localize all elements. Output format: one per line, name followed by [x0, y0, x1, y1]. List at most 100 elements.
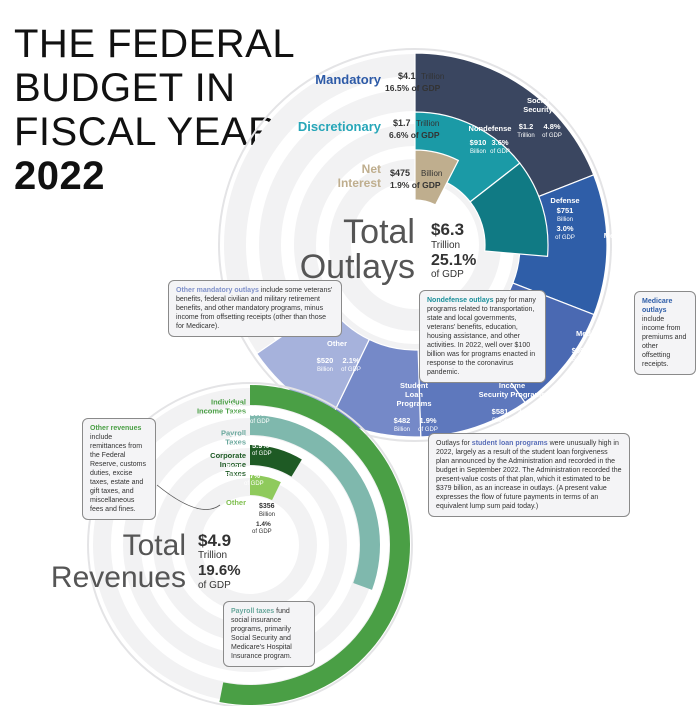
label-outlay-medicaid: Medicaid	[576, 329, 609, 338]
pctunit-outlay-defense: of GDP	[555, 235, 575, 241]
label-revenue-individual-income-taxes: Income Taxes	[197, 407, 246, 416]
pctunit-revenue-other: of GDP	[252, 529, 272, 535]
note-payroll-title: Payroll taxes	[231, 608, 275, 615]
note-student-loan-title: student loan programs	[471, 440, 548, 447]
note-other-revenues-body: include remittances from the Federal Res…	[90, 434, 147, 513]
pctunit-outlay-student-loan-programs: of GDP	[418, 427, 438, 433]
amount-outlay-other: $520	[317, 356, 334, 365]
note-student-loan: Outlays for student loan programs were u…	[428, 433, 630, 517]
label-outlay-medicare: Medicare	[604, 231, 637, 240]
amount-outlay-medicaid: $592	[572, 346, 589, 355]
pct-revenue-individual: 10.5%	[250, 409, 272, 418]
revenues-center-word1: Total	[123, 529, 186, 562]
note-other-revenues-title: Other revenues	[90, 425, 142, 432]
revenues-outer-ring	[87, 382, 413, 706]
title-line-2: BUDGET IN	[14, 66, 236, 110]
title-line-1: THE FEDERAL	[14, 22, 296, 66]
label-outlay-other: Other	[327, 339, 347, 348]
outlays-center-unit: Trillion	[431, 240, 460, 251]
legend-net-interest-name: Interest	[338, 176, 381, 190]
page-title: THE FEDERAL BUDGET IN FISCAL YEAR 2022	[14, 22, 295, 198]
bar-revenue-corporate-income-taxes	[250, 445, 302, 477]
legend-discretionary-name: Discretionary	[298, 119, 382, 134]
pct-revenue-payroll: 5.9%	[252, 441, 269, 450]
outlays-center-pct-unit: of GDP	[431, 269, 464, 280]
revenues-center-amount: $4.9	[198, 531, 231, 550]
pct-revenue-other: 1.4%	[256, 521, 271, 528]
unit-outlay-medicare: Billion	[612, 259, 628, 265]
revenues-center-pct-unit: of GDP	[198, 580, 231, 591]
legend-net-interest-pct: 1.9% of GDP	[390, 180, 441, 190]
unit-outlay-income-security-programs: Billion	[492, 418, 508, 424]
pct-revenue-corporate: 1.7%	[244, 473, 261, 480]
pctunit-outlay-medicaid: of GDP	[596, 357, 616, 363]
note-nondefense-body: pay for many programs related to transpo…	[427, 297, 536, 376]
pct-outlay-student-loan-programs: 1.9%	[419, 416, 436, 425]
unit-outlay-nondefense: Billion	[470, 149, 486, 155]
pctunit-outlay-other: of GDP	[341, 367, 361, 373]
note-other-mandatory: Other mandatory outlays include some vet…	[168, 280, 342, 337]
amount-outlay-social-security: $1.2	[519, 122, 534, 131]
pctunit-revenue-corporate: of GDP	[244, 481, 264, 487]
unit-outlay-defense: Billion	[557, 217, 573, 223]
amount-revenue-corporate: $425	[226, 462, 243, 471]
revenues-center-unit: Trillion	[198, 550, 227, 561]
bar-outlay-defense	[469, 162, 549, 258]
legend-mandatory-name: Mandatory	[315, 72, 382, 87]
outlays-center-amount: $6.3	[431, 220, 464, 239]
label-revenue-individual-income-taxes: Individual	[211, 398, 246, 407]
amount-outlay-income-security-programs: $581	[492, 407, 509, 416]
amount-outlay-nondefense: $910	[470, 138, 487, 147]
outlays-center-word1: Total	[343, 213, 415, 251]
label-outlay-student-loan-programs: Programs	[396, 399, 431, 408]
label-revenue-payroll-taxes: Payroll	[221, 429, 246, 438]
label-outlay-social-security: Social	[527, 96, 549, 105]
pctunit-outlay-medicare: of GDP	[610, 277, 630, 283]
note-student-loan-pre: Outlays for	[436, 440, 472, 447]
title-line-3: FISCAL YEAR	[14, 110, 278, 154]
label-outlay-income-security-programs: Income	[499, 381, 525, 390]
outlays-outer-ring	[218, 48, 612, 442]
label-revenue-payroll-taxes: Taxes	[225, 438, 246, 447]
unit-revenue-corporate: Billion	[226, 473, 242, 479]
amount-revenue-other: $356	[259, 503, 275, 510]
pct-outlay-social-security: 4.8%	[543, 122, 560, 131]
legend-mandatory-unit: Trillion	[421, 72, 444, 81]
revenues-center-word2: Revenues	[51, 561, 186, 594]
label-outlay-student-loan-programs: Student	[400, 381, 428, 390]
legend-mandatory-amount: $4.1	[398, 71, 416, 81]
unit-outlay-social-security: Trillion	[517, 133, 534, 139]
unit-outlay-other: Billion	[317, 367, 333, 373]
pct-outlay-medicaid: 2.4%	[597, 346, 614, 355]
note-payroll: Payroll taxes fund social insurance prog…	[223, 601, 315, 667]
unit-outlay-student-loan-programs: Billion	[394, 427, 410, 433]
amount-outlay-defense: $751	[557, 206, 574, 215]
label-outlay-income-security-programs: Security Programs	[479, 390, 546, 399]
unit-revenue-individual: Trillion	[228, 412, 245, 418]
label-revenue-corporate-income-taxes: Corporate	[210, 451, 246, 460]
pct-outlay-defense: 3.0%	[556, 224, 573, 233]
note-student-loan-body: were unusually high in 2022, largely as …	[436, 440, 622, 510]
unit-revenue-payroll: Trillion	[231, 444, 248, 450]
label-revenue-corporate-income-taxes: Taxes	[225, 469, 246, 478]
bar-outlay-net-interest	[414, 149, 460, 206]
note-nondefense-title: Nondefense outlays	[427, 297, 494, 304]
legend-mandatory-pct: 16.5% of GDP	[385, 83, 441, 93]
note-payroll-body: fund social insurance programs, primaril…	[231, 608, 292, 660]
bar-revenue-payroll-taxes	[250, 415, 380, 590]
outlays-center-pct: 25.1%	[431, 252, 476, 269]
amount-revenue-payroll: $1.5	[231, 433, 246, 442]
legend-discretionary-amount: $1.7	[393, 118, 411, 128]
note-other-revenues: Other revenues include remittances from …	[82, 418, 156, 520]
title-year: 2022	[14, 154, 105, 198]
pctunit-revenue-payroll: of GDP	[252, 451, 272, 457]
note-other-mandatory-title: Other mandatory outlays	[176, 287, 259, 294]
pctunit-revenue-individual: of GDP	[250, 419, 270, 425]
legend-discretionary-unit: Trillion	[416, 119, 439, 128]
note-connector	[156, 484, 221, 510]
label-revenue-corporate-income-taxes: Income	[220, 460, 246, 469]
pct-outlay-income-security-programs: 2.3%	[517, 407, 534, 416]
unit-revenue-other: Billion	[259, 512, 275, 518]
